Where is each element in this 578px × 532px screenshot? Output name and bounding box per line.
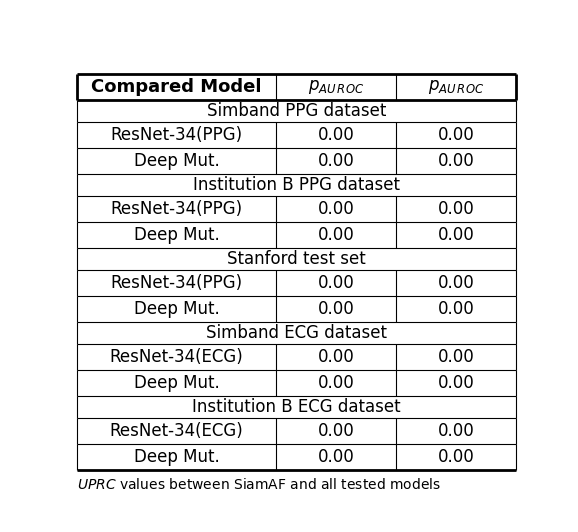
Text: 0.00: 0.00	[438, 152, 474, 170]
Text: Simband ECG dataset: Simband ECG dataset	[206, 324, 387, 342]
Text: 0.00: 0.00	[438, 200, 474, 218]
Text: 0.00: 0.00	[318, 374, 354, 392]
Text: 0.00: 0.00	[438, 226, 474, 244]
Text: Deep Mut.: Deep Mut.	[134, 448, 220, 466]
Text: 0.00: 0.00	[318, 200, 354, 218]
Text: Deep Mut.: Deep Mut.	[134, 152, 220, 170]
Text: 0.00: 0.00	[318, 300, 354, 318]
Text: $p_{AU\,ROC}$: $p_{AU\,ROC}$	[428, 78, 484, 96]
Text: 0.00: 0.00	[438, 348, 474, 366]
Text: 0.00: 0.00	[438, 448, 474, 466]
Text: 0.00: 0.00	[318, 126, 354, 144]
Text: Simband PPG dataset: Simband PPG dataset	[206, 102, 386, 120]
Text: $\it{UPRC}$ values between SiamAF and all tested models: $\it{UPRC}$ values between SiamAF and al…	[77, 477, 441, 492]
Text: $p_{AU\,ROC}$: $p_{AU\,ROC}$	[308, 78, 364, 96]
Text: ResNet-34(PPG): ResNet-34(PPG)	[110, 274, 243, 292]
Text: 0.00: 0.00	[438, 374, 474, 392]
Text: ResNet-34(PPG): ResNet-34(PPG)	[110, 200, 243, 218]
Text: 0.00: 0.00	[318, 274, 354, 292]
Text: Compared Model: Compared Model	[91, 78, 262, 96]
Text: 0.00: 0.00	[438, 274, 474, 292]
Text: 0.00: 0.00	[318, 152, 354, 170]
Text: Stanford test set: Stanford test set	[227, 250, 366, 268]
Text: 0.00: 0.00	[438, 126, 474, 144]
Text: 0.00: 0.00	[438, 300, 474, 318]
Text: 0.00: 0.00	[318, 422, 354, 440]
Text: 0.00: 0.00	[318, 348, 354, 366]
Text: Institution B PPG dataset: Institution B PPG dataset	[192, 176, 400, 194]
Text: 0.00: 0.00	[438, 422, 474, 440]
Text: ResNet-34(ECG): ResNet-34(ECG)	[110, 422, 243, 440]
Text: Deep Mut.: Deep Mut.	[134, 300, 220, 318]
Text: ResNet-34(PPG): ResNet-34(PPG)	[110, 126, 243, 144]
Text: Deep Mut.: Deep Mut.	[134, 226, 220, 244]
Text: ResNet-34(ECG): ResNet-34(ECG)	[110, 348, 243, 366]
Text: Deep Mut.: Deep Mut.	[134, 374, 220, 392]
Text: Institution B ECG dataset: Institution B ECG dataset	[192, 398, 401, 416]
Text: 0.00: 0.00	[318, 448, 354, 466]
Text: 0.00: 0.00	[318, 226, 354, 244]
